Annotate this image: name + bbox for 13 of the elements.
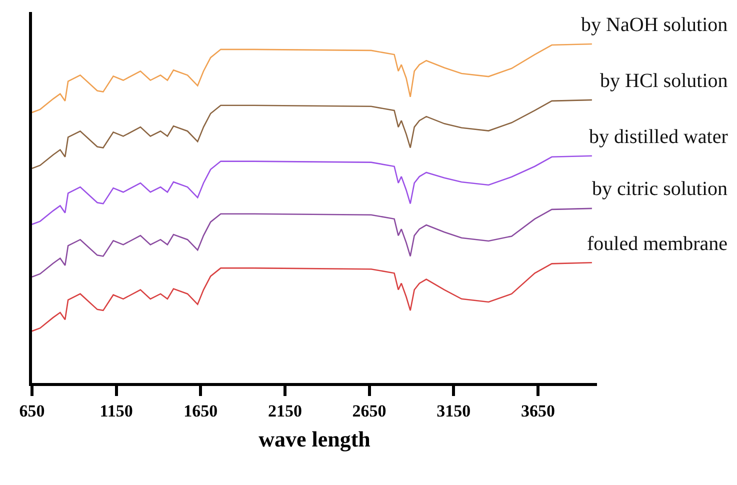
series-label: by citric solution bbox=[592, 178, 728, 200]
x-tick-label: 1650 bbox=[184, 401, 218, 420]
series-label: by distilled water bbox=[589, 126, 728, 148]
series-label: by HCl solution bbox=[600, 70, 728, 92]
series-label: by NaOH solution bbox=[581, 14, 728, 36]
x-tick-label: 3650 bbox=[520, 401, 555, 420]
x-tick-label: 2650 bbox=[352, 401, 386, 420]
x-axis-title: wave length bbox=[258, 426, 370, 452]
x-tick-label: 3150 bbox=[436, 401, 471, 420]
x-tick-label: 650 bbox=[19, 401, 45, 420]
x-tick-label: 2150 bbox=[268, 401, 302, 420]
x-tick-label: 1150 bbox=[100, 401, 133, 420]
series-label: fouled membrane bbox=[587, 233, 728, 255]
